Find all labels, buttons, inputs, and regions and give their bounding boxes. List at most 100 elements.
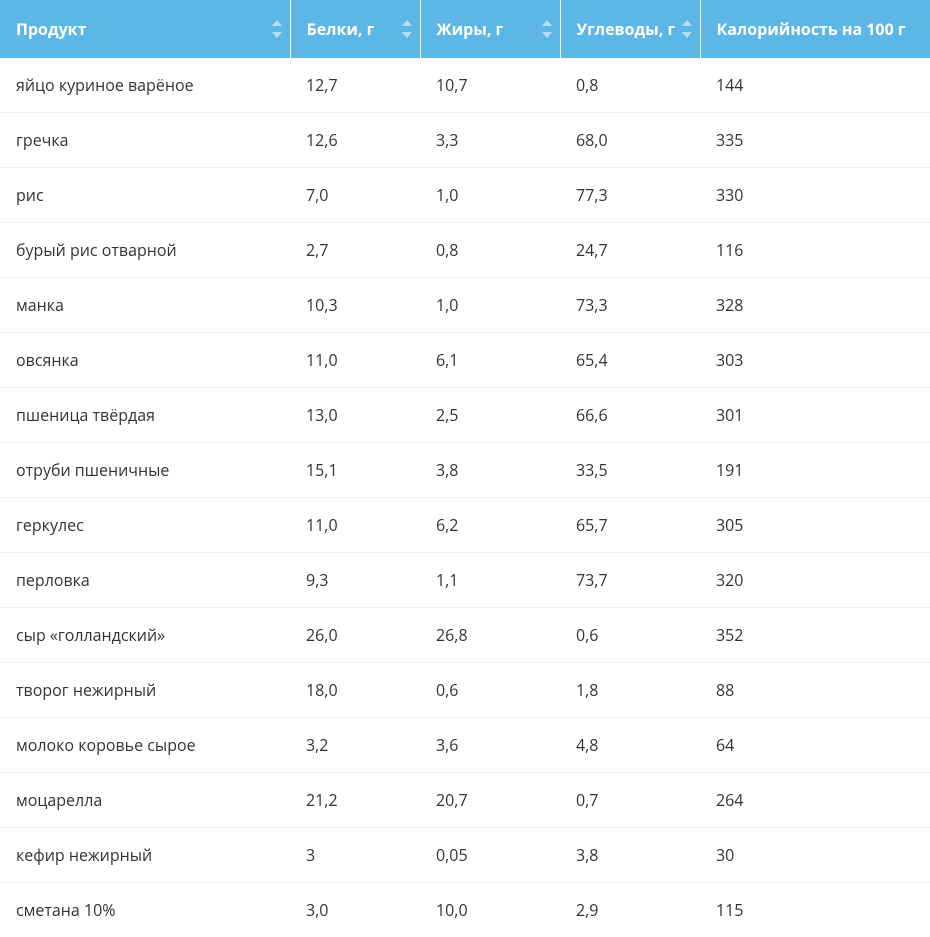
cell-fat: 26,8 — [420, 608, 560, 663]
col-header-protein[interactable]: Белки, г — [290, 0, 420, 58]
table-header: Продукт Белки, г Жиры, г Углеводы, г Кал… — [0, 0, 930, 58]
cell-protein: 21,2 — [290, 773, 420, 828]
cell-carbs: 0,8 — [560, 58, 700, 113]
cell-cal: 191 — [700, 443, 930, 498]
cell-carbs: 2,9 — [560, 883, 700, 937]
table-row: кефир нежирный30,053,830 — [0, 828, 930, 883]
cell-protein: 26,0 — [290, 608, 420, 663]
cell-product: бурый рис отварной — [0, 223, 290, 278]
cell-protein: 3,0 — [290, 883, 420, 937]
sort-icon[interactable] — [542, 20, 552, 38]
cell-fat: 3,3 — [420, 113, 560, 168]
cell-fat: 2,5 — [420, 388, 560, 443]
cell-carbs: 0,7 — [560, 773, 700, 828]
table-row: отруби пшеничные15,13,833,5191 — [0, 443, 930, 498]
sort-icon[interactable] — [402, 20, 412, 38]
cell-cal: 264 — [700, 773, 930, 828]
cell-protein: 18,0 — [290, 663, 420, 718]
cell-fat: 6,2 — [420, 498, 560, 553]
cell-product: сметана 10% — [0, 883, 290, 937]
cell-fat: 20,7 — [420, 773, 560, 828]
cell-product: геркулес — [0, 498, 290, 553]
cell-cal: 335 — [700, 113, 930, 168]
cell-fat: 0,05 — [420, 828, 560, 883]
cell-fat: 6,1 — [420, 333, 560, 388]
cell-fat: 1,0 — [420, 278, 560, 333]
cell-product: отруби пшеничные — [0, 443, 290, 498]
cell-product: гречка — [0, 113, 290, 168]
cell-cal: 305 — [700, 498, 930, 553]
cell-fat: 0,6 — [420, 663, 560, 718]
cell-product: молоко коровье сырое — [0, 718, 290, 773]
table-row: моцарелла21,220,70,7264 — [0, 773, 930, 828]
cell-cal: 301 — [700, 388, 930, 443]
cell-protein: 15,1 — [290, 443, 420, 498]
cell-product: овсянка — [0, 333, 290, 388]
cell-cal: 320 — [700, 553, 930, 608]
cell-protein: 3,2 — [290, 718, 420, 773]
table-row: манка10,31,073,3328 — [0, 278, 930, 333]
col-header-label: Белки, г — [307, 19, 375, 39]
col-header-label: Продукт — [16, 19, 86, 39]
cell-protein: 10,3 — [290, 278, 420, 333]
col-header-calories[interactable]: Калорийность на 100 г — [700, 0, 930, 58]
cell-carbs: 65,7 — [560, 498, 700, 553]
cell-carbs: 3,8 — [560, 828, 700, 883]
table-row: перловка9,31,173,7320 — [0, 553, 930, 608]
cell-product: кефир нежирный — [0, 828, 290, 883]
col-header-label: Жиры, г — [437, 19, 504, 39]
cell-cal: 30 — [700, 828, 930, 883]
cell-product: яйцо куриное варёное — [0, 58, 290, 113]
cell-fat: 1,0 — [420, 168, 560, 223]
cell-carbs: 33,5 — [560, 443, 700, 498]
cell-product: пшеница твёрдая — [0, 388, 290, 443]
cell-protein: 7,0 — [290, 168, 420, 223]
col-header-carbs[interactable]: Углеводы, г — [560, 0, 700, 58]
cell-cal: 88 — [700, 663, 930, 718]
table-header-row: Продукт Белки, г Жиры, г Углеводы, г Кал… — [0, 0, 930, 58]
cell-cal: 144 — [700, 58, 930, 113]
cell-protein: 3 — [290, 828, 420, 883]
cell-product: манка — [0, 278, 290, 333]
cell-fat: 0,8 — [420, 223, 560, 278]
cell-fat: 10,7 — [420, 58, 560, 113]
cell-carbs: 4,8 — [560, 718, 700, 773]
cell-fat: 3,8 — [420, 443, 560, 498]
cell-carbs: 77,3 — [560, 168, 700, 223]
table-row: молоко коровье сырое3,23,64,864 — [0, 718, 930, 773]
cell-fat: 3,6 — [420, 718, 560, 773]
cell-carbs: 1,8 — [560, 663, 700, 718]
cell-carbs: 68,0 — [560, 113, 700, 168]
col-header-label: Углеводы, г — [577, 19, 676, 39]
cell-cal: 330 — [700, 168, 930, 223]
cell-carbs: 65,4 — [560, 333, 700, 388]
table-row: творог нежирный18,00,61,888 — [0, 663, 930, 718]
cell-protein: 11,0 — [290, 333, 420, 388]
cell-cal: 64 — [700, 718, 930, 773]
nutrition-table-container: Продукт Белки, г Жиры, г Углеводы, г Кал… — [0, 0, 930, 937]
cell-carbs: 24,7 — [560, 223, 700, 278]
nutrition-table: Продукт Белки, г Жиры, г Углеводы, г Кал… — [0, 0, 930, 937]
table-row: сметана 10%3,010,02,9115 — [0, 883, 930, 937]
col-header-product[interactable]: Продукт — [0, 0, 290, 58]
cell-protein: 11,0 — [290, 498, 420, 553]
table-row: яйцо куриное варёное12,710,70,8144 — [0, 58, 930, 113]
cell-carbs: 0,6 — [560, 608, 700, 663]
cell-cal: 115 — [700, 883, 930, 937]
col-header-fat[interactable]: Жиры, г — [420, 0, 560, 58]
cell-carbs: 73,7 — [560, 553, 700, 608]
cell-carbs: 66,6 — [560, 388, 700, 443]
sort-icon[interactable] — [682, 20, 692, 38]
sort-icon[interactable] — [272, 20, 282, 38]
cell-cal: 352 — [700, 608, 930, 663]
table-row: сыр «голландский»26,026,80,6352 — [0, 608, 930, 663]
cell-product: сыр «голландский» — [0, 608, 290, 663]
cell-carbs: 73,3 — [560, 278, 700, 333]
cell-cal: 303 — [700, 333, 930, 388]
cell-protein: 2,7 — [290, 223, 420, 278]
table-row: бурый рис отварной2,70,824,7116 — [0, 223, 930, 278]
col-header-label: Калорийность на 100 г — [717, 19, 906, 39]
cell-fat: 10,0 — [420, 883, 560, 937]
cell-cal: 116 — [700, 223, 930, 278]
table-row: пшеница твёрдая13,02,566,6301 — [0, 388, 930, 443]
